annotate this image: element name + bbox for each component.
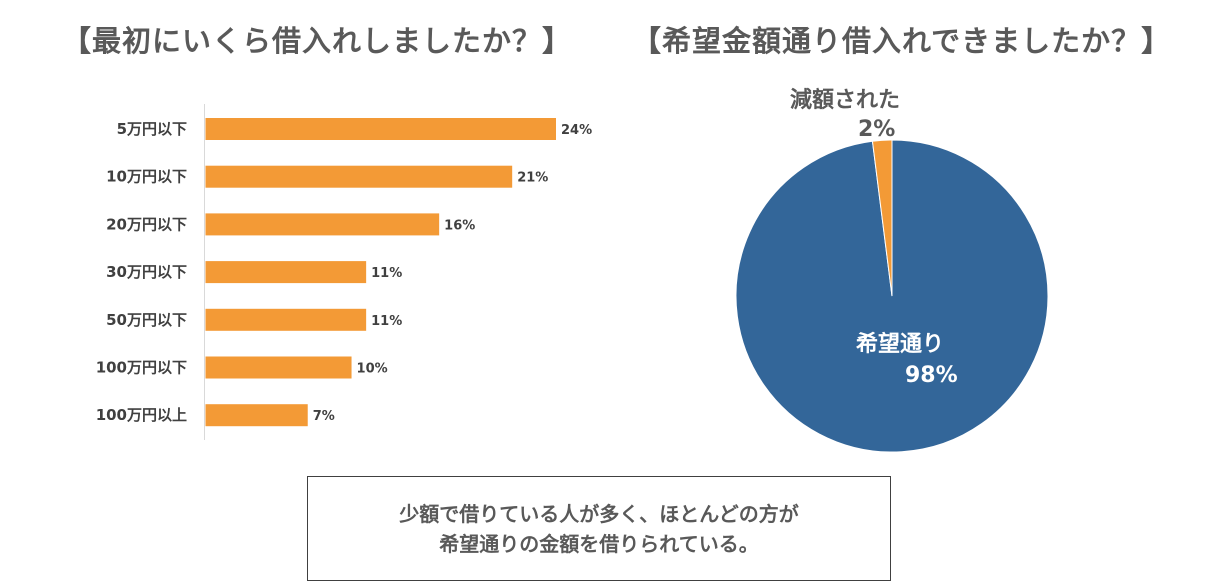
- category-label-3: 20万円以下: [106, 215, 187, 233]
- category-label-5: 50万円以下: [106, 311, 187, 329]
- bar-4: [205, 261, 367, 284]
- category-label-2: 10万円以下: [106, 168, 187, 186]
- summary-note-box: 少額で借りている人が多く、ほとんどの方が 希望通りの金額を借りられている。: [307, 476, 891, 581]
- bar-5: [205, 308, 367, 331]
- summary-note-line-1: 少額で借りている人が多く、ほとんどの方が: [399, 501, 799, 526]
- bar-chart-title: 【最初にいくら借入れしましたか？】: [62, 24, 573, 58]
- pie-slice-gengaku-sareta: [871, 139, 893, 297]
- category-label-4: 30万円以下: [106, 263, 187, 281]
- value-label-6: 10%: [357, 362, 388, 377]
- bar-2: [205, 165, 513, 188]
- value-label-4: 11%: [371, 266, 402, 281]
- value-label-5: 11%: [371, 314, 402, 329]
- pie-label-gengaku-value: 2%: [858, 117, 895, 142]
- value-label-1: 24%: [561, 123, 592, 138]
- bar-1: [205, 118, 556, 140]
- bar-6: [205, 356, 352, 379]
- value-label-3: 16%: [444, 218, 475, 233]
- pie-chart-title: 【希望金額通り借入れできましたか？】: [632, 24, 1172, 58]
- value-label-7: 7%: [313, 409, 335, 424]
- summary-note-line-2: 希望通りの金額を借りられている。: [439, 531, 759, 556]
- pie-label-kibou-doori-name: 希望通り: [856, 331, 944, 357]
- category-label-1: 5万円以下: [117, 120, 187, 138]
- bar-3: [205, 213, 440, 236]
- pie-label-kibou-doori-value: 98%: [905, 363, 958, 388]
- category-label-7: 100万円以上: [96, 406, 187, 424]
- value-label-2: 21%: [517, 171, 548, 186]
- pie-label-gengaku-name: 減額された: [790, 87, 900, 113]
- bar-7: [205, 404, 308, 427]
- category-label-6: 100万円以下: [96, 359, 187, 377]
